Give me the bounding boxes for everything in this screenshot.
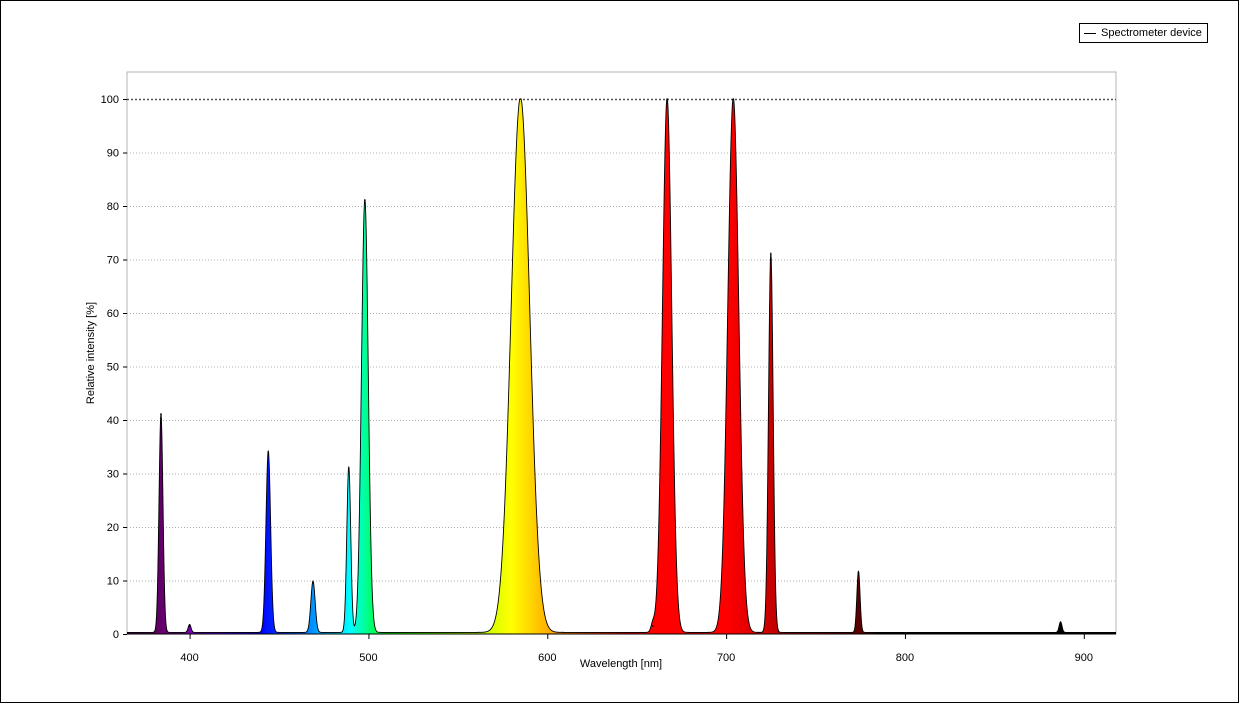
gridlines: [127, 98, 1116, 582]
y-tick-label: 70: [107, 255, 119, 267]
spectrum-line: [127, 98, 1116, 633]
x-tick-label: 900: [1075, 652, 1093, 664]
spectrum-series: [127, 98, 1116, 634]
y-tick-label: 90: [107, 148, 119, 160]
y-tick-label: 30: [107, 469, 119, 481]
legend-line-swatch: [1084, 32, 1096, 34]
plot-area: [126, 71, 1117, 635]
x-tick-label: 600: [538, 652, 556, 664]
legend-label: Spectrometer device: [1101, 27, 1202, 39]
peak-point: [652, 625, 654, 627]
y-axis-title: Relative intensity [%]: [85, 302, 97, 404]
peak-point: [770, 253, 772, 255]
x-tick-label: 500: [359, 652, 377, 664]
peak-point: [857, 571, 860, 574]
x-tick-label: 700: [717, 652, 735, 664]
y-tick-label: 100: [101, 94, 119, 106]
y-tick-label: 50: [107, 362, 119, 374]
peak-point: [312, 581, 314, 584]
y-tick-label: 40: [107, 415, 119, 427]
y-axis-ticks: 0 10 20 30 40 50 60 70 80 90 100: [101, 94, 127, 641]
peak-point: [160, 413, 162, 416]
peak-point: [364, 199, 366, 202]
peak-point: [1059, 622, 1062, 625]
y-tick-label: 60: [107, 308, 119, 320]
y-tick-label: 80: [107, 201, 119, 213]
y-tick-label: 20: [107, 522, 119, 534]
peak-point: [188, 625, 191, 627]
x-tick-label: 400: [180, 652, 198, 664]
y-tick-label: 10: [107, 576, 119, 588]
peak-point: [267, 451, 270, 453]
x-tick-label: 800: [896, 652, 914, 664]
peak-point: [347, 467, 350, 469]
x-axis-ticks: 400 500 600 700 800 900: [180, 634, 1093, 664]
x-axis-title: Wavelength [nm]: [580, 658, 662, 670]
peak-point: [666, 98, 668, 100]
legend: Spectrometer device: [1079, 23, 1208, 43]
y-tick-label: 0: [113, 629, 119, 641]
peak-point: [519, 98, 522, 100]
peak-point: [732, 98, 735, 100]
